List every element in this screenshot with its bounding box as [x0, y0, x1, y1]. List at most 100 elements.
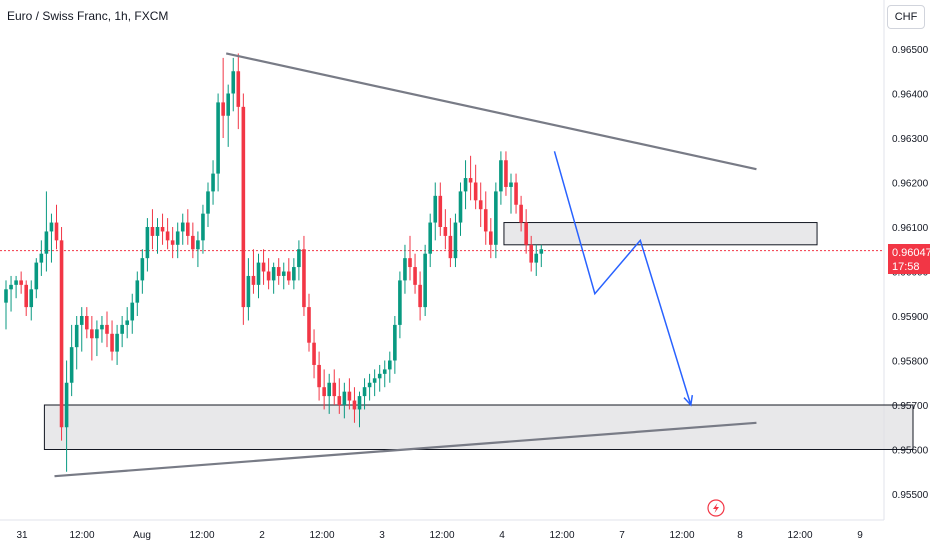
price-tick-label: 0.95900 [892, 312, 929, 323]
time-tick-label: 7 [619, 530, 625, 541]
candle-body [458, 191, 463, 223]
currency-button[interactable]: CHF [887, 5, 925, 29]
candle-body [403, 258, 407, 281]
candle-body [357, 396, 362, 410]
candle-body [14, 280, 18, 285]
candle-body [362, 387, 367, 397]
candle-body [170, 240, 175, 245]
candle-body [428, 222, 432, 254]
flash-icon[interactable] [707, 499, 725, 517]
time-tick-label: 12:00 [549, 530, 574, 541]
candle-body [246, 275, 251, 308]
candle-body [539, 249, 544, 254]
candle-body [4, 289, 8, 303]
candle-body [483, 209, 488, 232]
candle-body [39, 253, 44, 263]
time-tick-label: 12:00 [669, 530, 694, 541]
chart-title: Euro / Swiss Franc, 1h, FXCM [7, 9, 169, 23]
time-tick-label: 12:00 [189, 530, 214, 541]
candle-body [125, 320, 129, 325]
candle-body [90, 329, 94, 339]
price-tick-label: 0.96400 [892, 90, 929, 101]
candle-body [79, 316, 84, 325]
candle-body [529, 244, 533, 263]
candle-body [423, 253, 427, 308]
candle-body [191, 235, 195, 250]
resistance-trendline[interactable] [225, 52, 757, 171]
time-tick-label: 12:00 [309, 530, 334, 541]
candle-body [468, 178, 473, 183]
projection-arrowhead [683, 395, 694, 407]
candle-body [165, 231, 170, 241]
bar-countdown: 17:58 [892, 261, 920, 273]
candle-body [287, 271, 291, 281]
candle-body [44, 231, 49, 254]
candle-body [100, 324, 104, 330]
demand-zone[interactable] [43, 404, 914, 450]
time-axis[interactable]: 31 12:00 Aug 12:00 2 12:00 3 12:00 4 12:00 7 12:00 8… [16, 530, 863, 541]
support-trendline[interactable] [54, 421, 757, 478]
time-tick-label: 4 [499, 530, 505, 541]
candle-body [519, 204, 523, 223]
time-tick-label: 9 [857, 530, 863, 541]
candle-body [494, 191, 498, 245]
price-tick-label: 0.96200 [892, 179, 929, 190]
candle-body [448, 235, 453, 259]
candle-body [418, 284, 422, 308]
supply-zone[interactable] [503, 222, 818, 246]
time-tick-label: 31 [16, 530, 28, 541]
candle-body [281, 271, 286, 276]
candle-body [504, 160, 508, 187]
candle-body [64, 382, 69, 428]
price-tick-label: 0.95500 [892, 490, 929, 501]
candle-body [509, 182, 513, 187]
time-tick-label: 2 [259, 530, 265, 541]
price-tick-label: 0.96100 [892, 223, 929, 234]
candle-body [438, 195, 443, 227]
candle-body [251, 275, 256, 285]
candle-body [408, 258, 412, 268]
time-tick-label: 12:00 [69, 530, 94, 541]
candle-body [160, 227, 165, 232]
candle-body [327, 382, 331, 397]
candle-body [74, 324, 79, 348]
candles-layer [4, 53, 544, 472]
candle-body [372, 378, 377, 383]
candle-body [85, 316, 89, 330]
candle-body [473, 182, 478, 201]
candle-body [150, 227, 155, 236]
candle-body [54, 222, 59, 241]
candle-body [135, 280, 140, 303]
candle-body [19, 280, 23, 285]
candle-body [433, 195, 438, 223]
candle-body [302, 249, 306, 308]
candle-body [24, 284, 28, 308]
candle-body [312, 342, 316, 365]
last-price-tag: 0.96047 17:58 [888, 244, 932, 274]
candle-body [241, 106, 246, 308]
candle-body [478, 200, 483, 210]
candle-body [317, 364, 321, 388]
candle-body [524, 222, 528, 245]
candle-body [231, 71, 236, 94]
candle-body [337, 396, 342, 405]
time-tick-label: 12:00 [787, 530, 812, 541]
candle-body [347, 391, 352, 401]
annotations-layer [54, 52, 757, 478]
time-tick-label: Aug [133, 530, 151, 541]
candle-body [110, 333, 114, 352]
candle-body [534, 253, 539, 263]
price-tick-label: 0.96500 [892, 45, 929, 56]
candle-body [322, 387, 326, 397]
candle-body [499, 160, 503, 192]
price-tick-label: 0.95800 [892, 357, 929, 368]
projection-path[interactable] [553, 151, 692, 406]
candle-body [382, 369, 387, 374]
time-tick-label: 3 [379, 530, 385, 541]
candle-body [105, 324, 109, 334]
candle-body [175, 231, 180, 245]
candle-body [292, 267, 296, 281]
candle-body [256, 262, 261, 285]
candle-body [352, 400, 357, 410]
